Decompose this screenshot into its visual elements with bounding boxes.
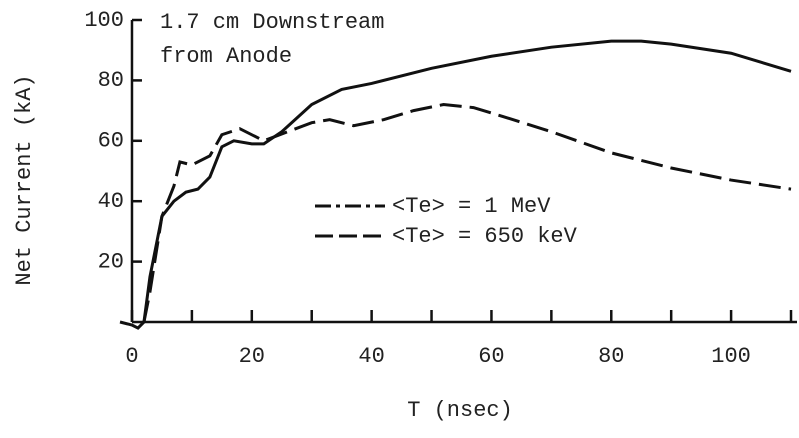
line-series xyxy=(119,39,792,330)
line-series xyxy=(142,103,792,323)
y-tick-label: 40 xyxy=(98,189,124,214)
y-tick-label: 80 xyxy=(98,68,124,93)
y-tick-label: 60 xyxy=(98,129,124,154)
x-tick-label: 0 xyxy=(125,344,138,369)
x-axis-label: T (nsec) xyxy=(407,398,513,423)
legend-label: <Te> = 650 keV xyxy=(392,224,578,249)
x-tick-label: 40 xyxy=(358,344,384,369)
legend-label: <Te> = 1 MeV xyxy=(392,194,551,219)
x-tick-label: 20 xyxy=(239,344,265,369)
annotation: from Anode xyxy=(160,44,292,69)
x-tick-label: 100 xyxy=(711,344,751,369)
annotation: 1.7 cm Downstream xyxy=(160,10,384,35)
y-axis-label: Net Current (kA) xyxy=(12,74,37,285)
x-tick-label: 80 xyxy=(598,344,624,369)
y-tick-label: 100 xyxy=(84,8,124,33)
y-tick-label: 20 xyxy=(98,249,124,274)
x-tick-label: 60 xyxy=(478,344,504,369)
